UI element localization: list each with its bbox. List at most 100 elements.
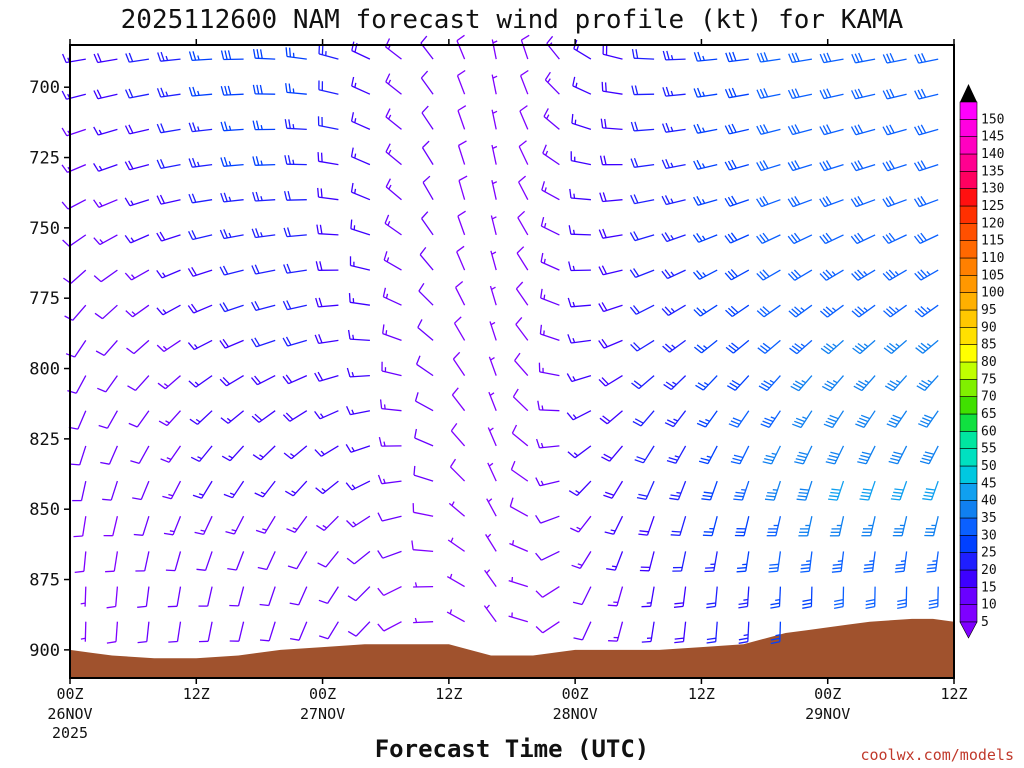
colorbar-segment <box>959 378 978 397</box>
wind-barb <box>124 234 150 244</box>
wind-barb <box>188 375 213 388</box>
wind-barb <box>385 38 402 60</box>
y-tick-label: 700 <box>29 78 60 98</box>
wind-barb <box>315 297 339 308</box>
wind-barb <box>420 35 434 60</box>
wind-barb <box>756 269 781 281</box>
wind-barb <box>421 211 434 236</box>
wind-barb <box>219 375 244 387</box>
colorbar-segment <box>959 413 978 432</box>
colorbar-label: 100 <box>981 286 1004 301</box>
colorbar-segment <box>959 448 978 467</box>
wind-barb <box>379 399 402 412</box>
colorbar-segment <box>959 274 978 293</box>
wind-barb <box>345 444 371 453</box>
wind-barb <box>289 586 308 606</box>
wind-barb <box>758 375 781 392</box>
wind-barb <box>882 196 907 208</box>
y-tick-label: 750 <box>29 219 60 239</box>
wind-barb <box>318 586 339 605</box>
colorbar-label: 50 <box>981 459 997 474</box>
wind-barb <box>886 410 908 428</box>
wind-barb <box>350 112 371 130</box>
colorbar-segment <box>959 534 978 553</box>
wind-barb <box>693 51 718 62</box>
wind-barb <box>456 34 466 60</box>
wind-barb <box>756 52 781 63</box>
colorbar-label: 130 <box>981 182 1004 197</box>
wind-barb <box>252 445 276 461</box>
colorbar-label: 115 <box>981 234 1004 249</box>
wind-barb <box>693 269 718 280</box>
wind-barb <box>220 157 244 167</box>
wind-barb <box>701 480 718 501</box>
wind-barb <box>315 480 339 495</box>
wind-barb <box>572 76 592 95</box>
wind-barb <box>535 514 560 524</box>
x-tick-year: 2025 <box>52 724 88 742</box>
wind-barb <box>511 424 529 447</box>
wind-barb <box>190 445 213 462</box>
wind-barb <box>347 329 370 342</box>
wind-barb <box>98 410 118 429</box>
wind-barb <box>914 304 939 318</box>
wind-barb <box>851 269 876 281</box>
wind-barb <box>883 304 907 318</box>
wind-barb <box>188 193 213 204</box>
wind-barb <box>604 515 624 535</box>
wind-barb <box>632 410 655 427</box>
wind-barb <box>855 410 876 429</box>
wind-barb <box>794 445 813 465</box>
wind-barb <box>68 410 87 430</box>
colorbar-segment <box>959 188 978 207</box>
wind-barb <box>194 515 213 536</box>
colorbar-label: 150 <box>981 112 1004 127</box>
wind-barb <box>346 405 371 416</box>
wind-barb <box>157 51 181 62</box>
wind-barb <box>221 445 245 462</box>
colorbar-top-arrow <box>960 84 977 102</box>
wind-barb <box>420 70 434 95</box>
wind-barb <box>738 586 750 609</box>
wind-barb <box>452 351 466 376</box>
wind-barbs <box>61 34 939 645</box>
wind-barb <box>641 621 655 643</box>
wind-barb <box>219 302 244 313</box>
wind-barb <box>760 410 781 429</box>
wind-barb <box>187 266 213 277</box>
wind-barb <box>414 392 434 412</box>
wind-barb <box>80 586 87 607</box>
wind-barb <box>566 410 592 421</box>
wind-barb <box>661 269 686 280</box>
wind-barb <box>93 199 118 209</box>
wind-barb <box>601 81 623 95</box>
wind-barb <box>413 465 434 482</box>
wind-barb <box>457 105 467 130</box>
colorbar-segment <box>959 517 978 536</box>
wind-barb <box>538 362 560 377</box>
colorbar-segment <box>959 223 978 241</box>
wind-barb <box>251 375 276 386</box>
wind-barb <box>884 375 908 392</box>
wind-barb <box>770 621 782 645</box>
colorbar-label: 125 <box>981 199 1004 214</box>
wind-barb <box>483 604 497 623</box>
colorbar-label: 55 <box>981 442 997 457</box>
wind-barb <box>282 336 307 347</box>
wind-barb <box>448 501 466 517</box>
wind-barb <box>70 445 87 466</box>
wind-barb <box>63 269 87 284</box>
wind-barb <box>922 480 939 501</box>
wind-barb <box>188 122 213 133</box>
wind-barb <box>535 477 560 487</box>
wind-barb <box>417 319 434 341</box>
wind-barb <box>661 232 686 243</box>
wind-barb <box>738 621 750 644</box>
colorbar-label: 25 <box>981 546 997 561</box>
wind-barb <box>487 427 497 447</box>
wind-barb <box>490 215 497 236</box>
wind-barb <box>219 229 244 240</box>
wind-barb <box>377 586 402 596</box>
wind-barb <box>93 163 118 172</box>
wind-barb <box>693 159 718 170</box>
